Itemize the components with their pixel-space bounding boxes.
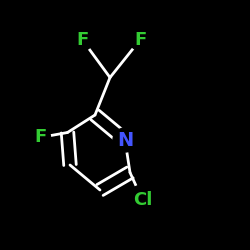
Text: F: F (34, 128, 46, 146)
Text: F: F (134, 31, 146, 49)
Circle shape (30, 127, 50, 148)
Circle shape (130, 30, 150, 50)
Circle shape (128, 185, 158, 215)
Circle shape (113, 128, 137, 152)
Text: N: N (117, 130, 133, 150)
Circle shape (72, 30, 93, 50)
Text: F: F (76, 31, 88, 49)
Text: Cl: Cl (133, 191, 152, 209)
